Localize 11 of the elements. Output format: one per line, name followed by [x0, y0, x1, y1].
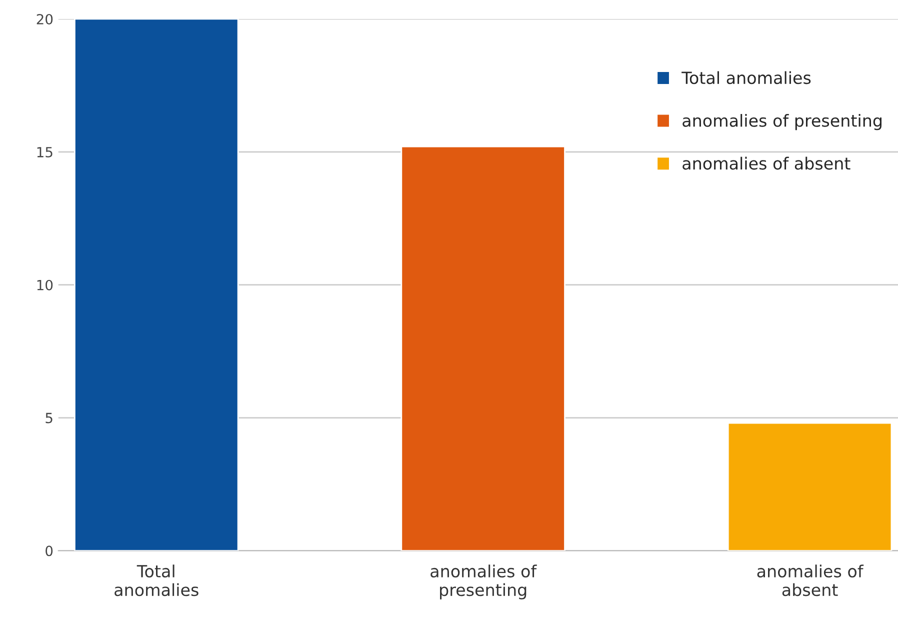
y-tick-label: 20 [36, 14, 53, 24]
legend-label: anomalies of absent [682, 156, 850, 170]
y-tick-label: 15 [37, 147, 52, 158]
y-tick-label: 5 [46, 412, 52, 424]
legend-label: Total anomalies [682, 71, 811, 84]
x-tick-label: anomalies of presenting [430, 564, 537, 600]
x-tick-label: anomalies of absent [757, 564, 864, 596]
x-tick-label: Total anomalies [114, 564, 198, 596]
y-tick-label: 0 [46, 546, 53, 556]
y-tick-label: 10 [37, 280, 53, 290]
legend-label: anomalies of presenting [682, 114, 882, 130]
